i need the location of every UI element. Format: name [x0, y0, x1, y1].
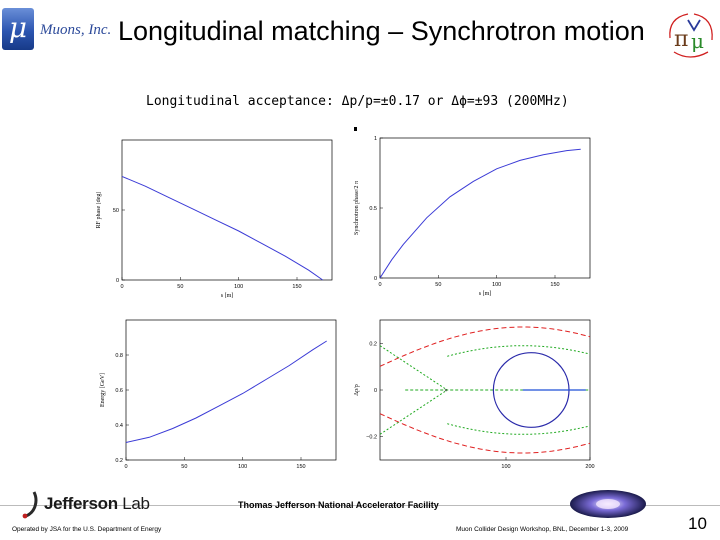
x-tick-label: 150: [550, 282, 559, 288]
y-tick-label: 0: [374, 276, 377, 282]
series-line: [121, 175, 323, 281]
x-tick-label: 100: [238, 464, 247, 470]
inner-branch-upper: [379, 345, 448, 391]
y-tick-label: 0.4: [115, 423, 123, 429]
y-tick-label: 0: [374, 388, 377, 394]
workshop-logo: [570, 490, 646, 518]
y-tick-label: 0.2: [115, 458, 123, 464]
x-tick-label: 50: [181, 464, 187, 470]
y-tick-label: −0.2: [366, 435, 377, 441]
jefferson-lab-logo: Jefferson Lab: [44, 494, 150, 514]
inner-separatrix-lower: [447, 423, 591, 435]
inner-separatrix-upper: [447, 345, 591, 357]
series-line: [379, 148, 581, 279]
workshop-info: Muon Collider Design Workshop, BNL, Dece…: [456, 526, 629, 533]
inner-branch-lower: [379, 389, 448, 435]
x-tick-label: 100: [492, 282, 501, 288]
series-line: [125, 340, 327, 443]
x-tick-label: 200: [585, 464, 594, 470]
project-x-logo: π μ: [669, 13, 713, 58]
facility-name: Thomas Jefferson National Accelerator Fa…: [238, 500, 439, 510]
slide-title: Longitudinal matching – Synchrotron moti…: [118, 16, 645, 46]
y-axis-label: Synchrotron phase/2 π: [354, 181, 360, 235]
page-number: 10: [688, 514, 707, 533]
x-axis-label: s [m]: [221, 293, 234, 299]
x-point-marker: ×: [444, 388, 447, 394]
rf-phase-plot: 0 50 100 150 0 50 s [m] RF phase [deg]: [96, 139, 333, 299]
plot-frame: [121, 139, 333, 281]
y-tick-label: 0.8: [115, 353, 123, 359]
x-tick-label: 100: [501, 464, 510, 470]
x-tick-label: 50: [177, 284, 183, 290]
y-axis-label: RF phase [deg]: [96, 192, 102, 229]
jlab-swoosh-icon: [22, 491, 38, 519]
company-name: Muons, Inc.: [40, 22, 112, 38]
synchrotron-phase-plot: 0 50 100 150 0 0.5 1 s [m] Synchrotron phase/2 π: [354, 136, 591, 297]
y-tick-label: 0.6: [115, 388, 123, 394]
x-tick-label: 100: [234, 284, 243, 290]
svg-text:π: π: [674, 27, 688, 52]
x-tick-label: 0: [120, 284, 123, 290]
x-tick-label: 150: [292, 284, 301, 290]
x-tick-label: 50: [435, 282, 441, 288]
y-tick-label: 50: [113, 208, 119, 214]
y-tick-label: 0: [116, 278, 119, 284]
plot-frame: [125, 319, 337, 461]
lab-name-light: Lab: [117, 494, 150, 513]
x-tick-label: 150: [296, 464, 305, 470]
x-tick-label: 0: [378, 282, 381, 288]
footer-rule: [0, 505, 720, 506]
y-axis-label: Δp/p: [354, 384, 360, 396]
operated-by: Operated by JSA for the U.S. Department …: [12, 526, 162, 533]
acceptance-subtitle: Longitudinal acceptance: Δp/p=±0.17 or Δ…: [146, 94, 569, 109]
x-axis-label: s [m]: [479, 291, 492, 297]
y-axis-label: Energy [GeV]: [100, 373, 106, 407]
marker-dot: [354, 127, 357, 131]
y-tick-label: 0.5: [369, 206, 377, 212]
y-tick-label: 1: [374, 136, 377, 142]
muons-logo: μ: [2, 8, 34, 50]
x-tick-label: 0: [124, 464, 127, 470]
plot-frame: [379, 137, 591, 279]
svg-text:μ: μ: [691, 29, 704, 53]
y-tick-label: 0.2: [369, 341, 377, 347]
lab-name-bold: Jefferson: [44, 494, 118, 513]
